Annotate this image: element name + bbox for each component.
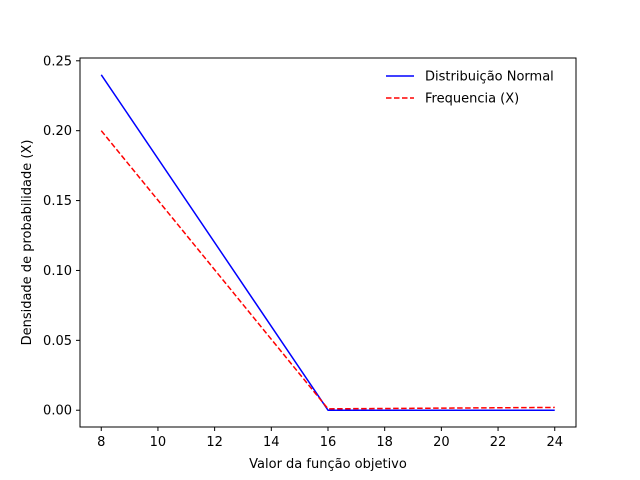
x-tick-label: 10 xyxy=(150,435,167,450)
x-tick-label: 22 xyxy=(490,435,507,450)
legend: Distribuição Normal Frequencia (X) xyxy=(386,70,554,107)
x-tick-label: 18 xyxy=(376,435,393,450)
x-tick-label: 20 xyxy=(433,435,450,450)
x-tick-label: 24 xyxy=(546,435,563,450)
series-line-2 xyxy=(100,130,555,410)
legend-label-2: Frequencia (X) xyxy=(425,92,519,107)
ticks-layer: 8 10 12 14 16 18 20 22 24 0.00 0.05 0.10 0.15 0.20 0.2… xyxy=(43,54,563,450)
y-tick-label: 0.25 xyxy=(43,54,72,69)
x-tick-label: 16 xyxy=(320,435,337,450)
series-line-1 xyxy=(100,74,555,411)
series-layer xyxy=(100,74,555,411)
y-tick-label: 0.00 xyxy=(43,404,72,419)
y-axis-label: Densidade de probabilidade (X) xyxy=(20,140,35,346)
x-axis-label: Valor da função objetivo xyxy=(249,457,407,472)
axes-frame xyxy=(79,57,577,428)
x-tick-label: 12 xyxy=(206,435,223,450)
x-tick-label: 8 xyxy=(97,435,105,450)
y-tick-label: 0.20 xyxy=(43,124,72,139)
y-tick-label: 0.10 xyxy=(43,264,72,279)
y-tick-label: 0.05 xyxy=(43,334,72,349)
y-tick-label: 0.15 xyxy=(43,194,72,209)
x-tick-label: 14 xyxy=(263,435,280,450)
legend-label-1: Distribuição Normal xyxy=(425,70,554,85)
